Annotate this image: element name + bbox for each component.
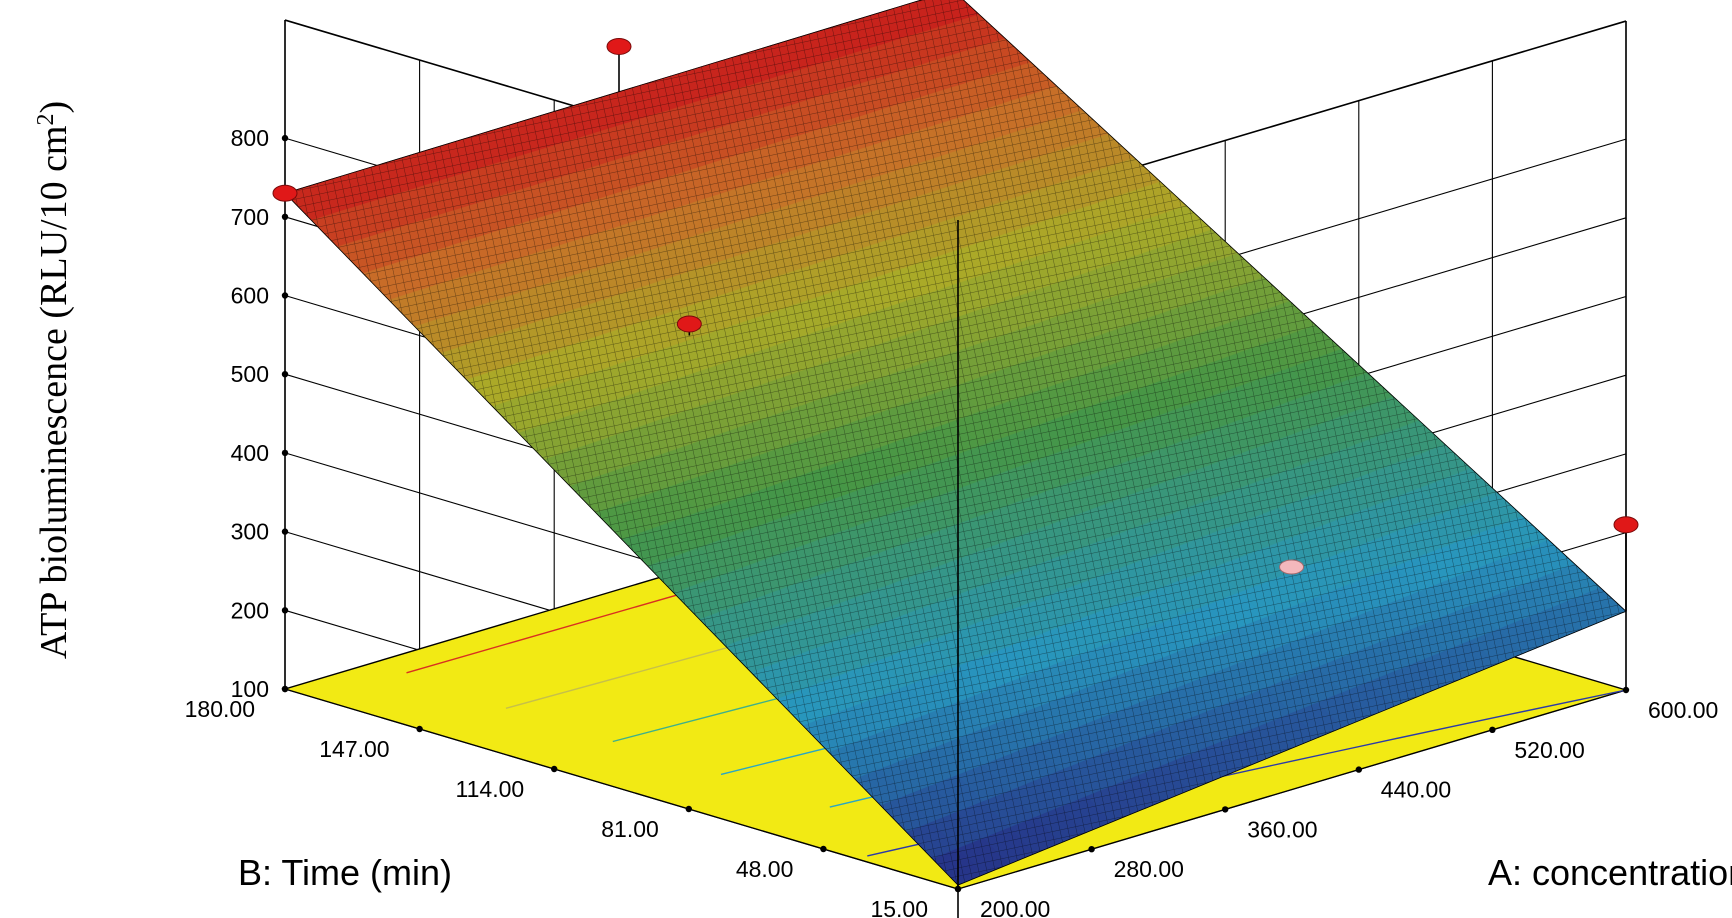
design-point-above	[1613, 516, 1639, 534]
front-frame	[284, 20, 1627, 889]
z-axis-title-end: )	[33, 101, 75, 114]
b-tick-label: 81.00	[601, 816, 659, 842]
b-tick-mark	[281, 685, 289, 693]
b-tick-mark	[954, 885, 962, 893]
z-axis-title-sup: 2	[33, 114, 59, 126]
z-tick-label: 200	[231, 597, 269, 623]
design-point-below	[1279, 559, 1305, 575]
z-tick-mark	[281, 528, 289, 535]
design-points	[272, 37, 1639, 575]
a-axis-title: A: concentration	[1488, 852, 1732, 893]
surface-mesh	[284, 0, 1627, 886]
z-tick-mark	[281, 134, 289, 142]
design-point-above	[676, 315, 702, 333]
z-tick-label: 500	[231, 361, 269, 387]
a-tick-label: 280.00	[1114, 856, 1184, 882]
b-tick-mark	[820, 845, 827, 853]
b-tick-label: 114.00	[456, 776, 525, 802]
b-tick-mark	[416, 725, 423, 733]
axis-ticks: 800 700 600 500 400 300 200 100 200.00 280.00 360.…	[185, 125, 1719, 918]
z-axis-title-main: ATP bioluminescence (RLU/10 cm	[33, 126, 75, 660]
a-tick-mark	[1355, 766, 1363, 773]
a-tick-mark	[1088, 846, 1095, 853]
z-tick-label: 300	[231, 519, 269, 545]
b-tick-mark	[551, 765, 558, 773]
b-tick-mark	[685, 805, 692, 813]
b-tick-label: 15.00	[870, 896, 928, 918]
a-tick-mark	[1222, 806, 1229, 813]
z-tick-label: 600	[231, 283, 269, 309]
z-tick-mark	[281, 449, 289, 457]
a-tick-label: 200.00	[980, 896, 1050, 918]
z-tick-label: 100	[231, 676, 269, 702]
a-tick-mark	[1489, 726, 1496, 733]
b-axis-title: B: Time (min)	[238, 852, 452, 893]
a-tick-label: 600.00	[1648, 697, 1718, 723]
z-tick-mark	[281, 371, 289, 378]
z-tick-mark	[281, 607, 289, 614]
b-tick-label: 147.00	[319, 736, 389, 762]
a-tick-label: 520.00	[1514, 737, 1584, 763]
z-tick-label: 700	[231, 204, 269, 230]
z-tick-mark	[281, 213, 289, 220]
z-tick-mark	[281, 292, 289, 299]
design-point-above	[272, 184, 298, 202]
a-tick-mark	[1622, 686, 1630, 694]
z-tick-label: 400	[231, 440, 269, 466]
z-tick-label: 800	[231, 125, 269, 151]
b-tick-label: 180.00	[185, 696, 255, 722]
a-tick-label: 440.00	[1381, 777, 1451, 803]
z-axis-title: ATP bioluminescence (RLU/10 cm2)	[33, 101, 75, 659]
b-tick-label: 48.00	[736, 856, 794, 882]
response-surface	[284, 0, 1627, 886]
a-tick-label: 360.00	[1247, 816, 1317, 842]
design-point-above	[606, 37, 632, 55]
